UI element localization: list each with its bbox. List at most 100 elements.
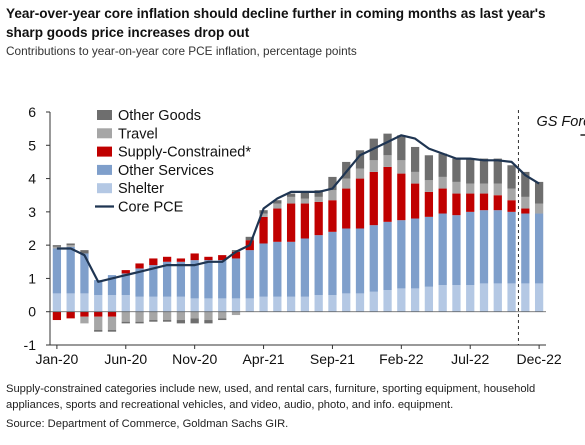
bar-supply_constrained [286,203,296,242]
chart-svg: -1 0 1 2 3 4 5 6 Jan-20 Jun-20 Nov-20 Apr-21 Sep-21 F… [24,104,585,367]
bar-travel [300,198,310,204]
bar-supply_constrained [80,311,89,317]
footnote: Supply-constrained categories include ne… [6,383,536,411]
bar-travel [342,178,351,189]
bar-other_goods [300,191,310,199]
bar-supply_constrained [369,171,378,226]
bar-supply_constrained [162,256,172,262]
bar-other_goods [314,190,323,197]
bar-travel [149,311,158,321]
bar-supply_constrained [52,311,62,321]
bar-other_services [286,241,296,297]
y-tick-label: 6 [28,104,36,120]
legend-swatch-other_goods [97,110,112,120]
bar-supply_constrained [507,200,516,212]
bar-supply_constrained [466,193,475,212]
bar-other_services [121,273,130,296]
bar-travel [273,203,282,209]
bar-travel [121,311,130,322]
bar-other_goods [328,176,337,191]
y-tick-label: 0 [28,304,36,320]
bar-shelter [493,283,502,312]
bar-other_goods [479,158,489,184]
bar-other_goods [534,181,544,204]
bar-travel [452,181,461,194]
bar-other_services [355,228,365,294]
y-tick-label: 5 [28,137,36,153]
x-tick-label: Nov-20 [172,351,217,367]
chart-subtitle: Contributions to year-on-year core PCE i… [6,44,357,58]
bar-other_services [438,213,447,286]
bar-other_services [149,265,158,297]
bar-travel [162,311,172,321]
legend-swatch-supply_constrained [97,146,112,157]
y-tick-label: 2 [28,237,36,253]
bar-supply_constrained [438,188,447,214]
axes: -1 0 1 2 3 4 5 6 Jan-20 Jun-20 Nov-20 Apr-21 Sep-21 F… [24,104,562,367]
bar-other_services [314,235,323,296]
forecast-annotation: GS Forecast [517,110,585,345]
bar-other_goods [493,158,502,184]
bar-other_goods [204,320,213,324]
bar-shelter [259,296,268,312]
bar-travel [231,311,241,316]
bar-travel [135,311,144,322]
bar-other_services [231,258,241,299]
bar-shelter [452,285,461,312]
bar-other_services [383,221,392,291]
line-core-pce [56,134,540,283]
bar-supply_constrained [342,188,351,229]
bar-other_services [52,248,62,294]
bar-other_goods [52,245,62,247]
bar-travel [521,196,530,209]
bar-other_goods [410,146,420,172]
bar-other_services [66,246,75,294]
bar-shelter [149,296,158,312]
bar-shelter [121,295,130,312]
bar-shelter [479,283,489,312]
bar-other_services [410,218,420,289]
bar-other_goods [80,250,89,254]
bar-travel [218,311,227,319]
bar-other_services [328,231,337,296]
bar-travel [369,160,378,172]
bar-supply_constrained [452,193,461,216]
bar-travel [259,213,268,217]
bar-shelter [521,283,530,312]
bar-travel [410,171,420,184]
bar-other_services [521,213,530,284]
bar-shelter [80,293,89,312]
bar-other_goods [521,171,530,197]
bar-travel [493,183,502,196]
bar-other_services [300,238,310,297]
source-note: Source: Department of Commerce, Goldman … [6,418,289,430]
bar-other_goods [107,330,117,332]
bar-shelter [314,295,323,312]
bar-travel [383,155,392,167]
legend-label-other_services: Other Services [118,163,214,179]
bar-other_services [245,250,254,299]
bar-other_goods [383,133,392,156]
bar-shelter [176,296,186,312]
legend-label-supply_constrained: Supply-Constrained* [118,145,251,161]
bar-other_services [342,228,351,294]
bar-shelter [369,291,378,312]
bar-travel [286,196,296,204]
bar-supply_constrained [218,255,227,261]
y-tick-label: -1 [24,337,37,353]
bar-other_goods [273,200,282,204]
chart-title: Year-over-year core inflation should dec… [6,6,546,40]
bar-supply_constrained [273,208,282,242]
forecast-label: GS Forecast [536,114,585,130]
bar-supply_constrained [259,216,268,244]
x-tick-label: Jul-22 [451,351,489,367]
bar-other_services [479,210,489,284]
bar-supply_constrained [66,311,75,319]
bar-other_services [190,260,199,299]
bar-other_goods [135,321,144,324]
bar-other_services [452,215,461,286]
x-tick-label: Feb-22 [379,351,424,367]
bar-supply_constrained [424,191,434,217]
legend-label-other_goods: Other Goods [118,108,201,124]
bar-other_goods [176,320,186,324]
